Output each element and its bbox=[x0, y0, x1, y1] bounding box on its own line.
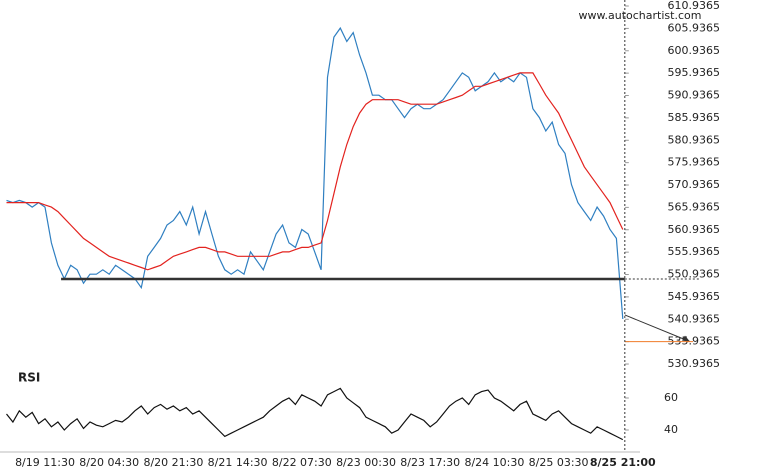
y-tick-label: 595.9365 bbox=[668, 66, 721, 79]
y-tick-label: 550.9365 bbox=[668, 268, 721, 281]
x-tick-label: 8/22 07:30 bbox=[272, 456, 332, 469]
y-tick-label: 570.9365 bbox=[668, 178, 721, 191]
y-tick-label: 585.9365 bbox=[668, 111, 721, 124]
x-tick-label: 8/23 00:30 bbox=[336, 456, 396, 469]
x-tick-label: 8/25 21:00 bbox=[590, 456, 656, 469]
y-tick-label: 530.9365 bbox=[668, 357, 721, 370]
y-tick-label: 600.9365 bbox=[668, 44, 721, 57]
series-line bbox=[6, 72, 624, 271]
y-tick-label: 610.9365 bbox=[668, 0, 721, 12]
x-tick-label: 8/20 04:30 bbox=[79, 456, 139, 469]
y-tick-label: 545.9365 bbox=[668, 290, 721, 303]
rsi-title: RSI bbox=[18, 371, 40, 385]
x-tick-label: 8/20 21:30 bbox=[143, 456, 203, 469]
y-tick-label: 590.9365 bbox=[668, 89, 721, 102]
x-tick-label: 8/19 11:30 bbox=[15, 456, 75, 469]
y-tick-label: 580.9365 bbox=[668, 133, 721, 146]
x-tick-label: 8/24 10:30 bbox=[464, 456, 524, 469]
arrow-head bbox=[682, 335, 690, 342]
y-tick-label: 555.9365 bbox=[668, 245, 721, 258]
x-tick-label: 8/23 17:30 bbox=[400, 456, 460, 469]
y-tick-label: 605.9365 bbox=[668, 21, 721, 34]
x-tick-label: 8/25 03:30 bbox=[529, 456, 589, 469]
x-tick-label: 8/21 14:30 bbox=[208, 456, 268, 469]
watermark: www.autochartist.com bbox=[579, 9, 702, 22]
y-tick-label: 560.9365 bbox=[668, 223, 721, 236]
y-tick-label: 575.9365 bbox=[668, 156, 721, 169]
y-tick-label: 540.9365 bbox=[668, 312, 721, 325]
y-tick-label: 40 bbox=[664, 423, 678, 436]
y-tick-label: 565.9365 bbox=[668, 200, 721, 213]
y-tick-label: 60 bbox=[664, 391, 678, 404]
projection-arrow bbox=[624, 314, 691, 343]
series-line bbox=[6, 387, 624, 441]
